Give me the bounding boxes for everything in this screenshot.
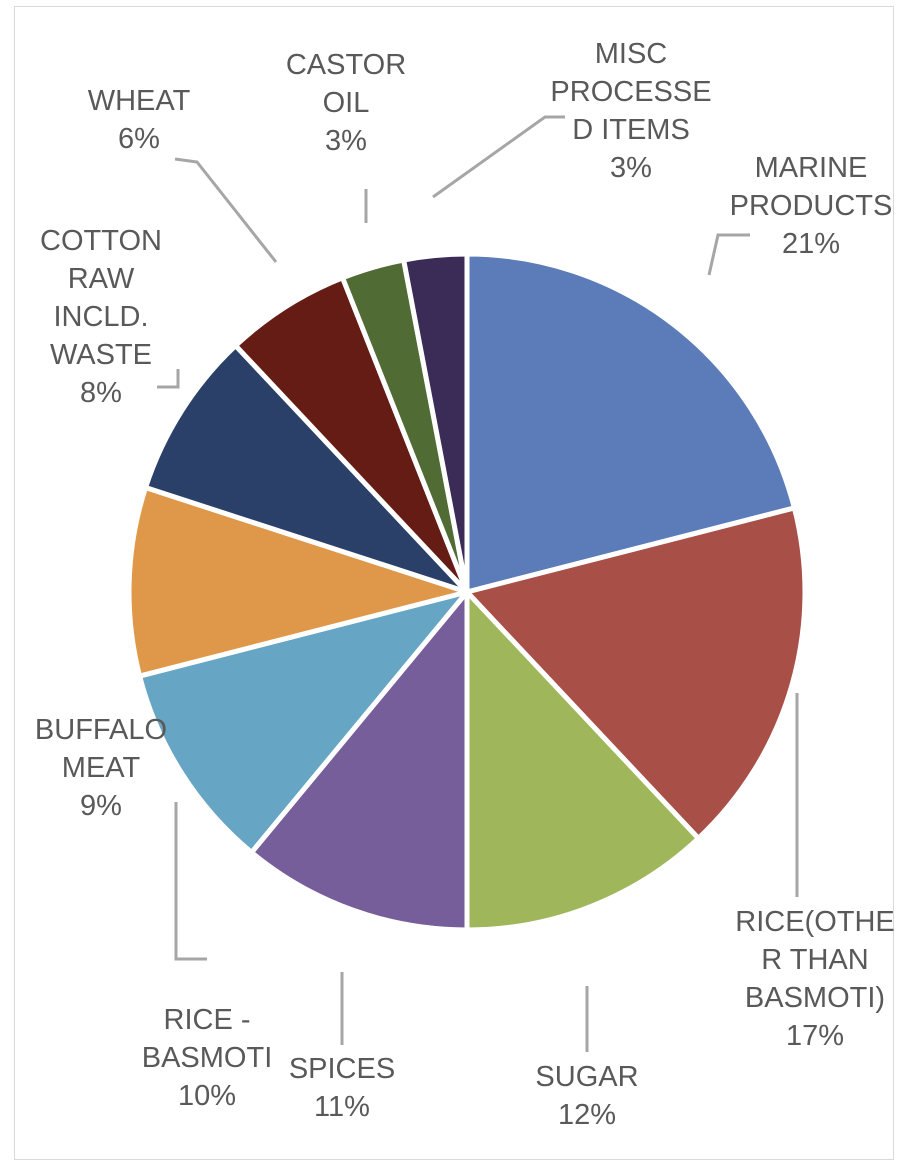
data-label-rice-basmoti: RICE - BASMOTI 10% [142, 1004, 273, 1112]
data-label-line: PRODUCTS [730, 190, 893, 222]
data-label-buffalo-meat: BUFFALO MEAT 9% [35, 714, 167, 822]
leader-line-marine-products [707, 233, 750, 276]
data-label-value: 11% [314, 1091, 370, 1123]
data-label-line: CASTOR [286, 49, 406, 81]
data-label-value: 6% [118, 123, 160, 155]
data-label-line: INCLD. [53, 301, 148, 333]
pie-slice-misc-processe-d-items [401, 251, 470, 595]
data-label-rice-othe-r-than-basmoti: RICE(OTHE R THAN BASMOTI) 17% [735, 906, 895, 1052]
data-label-line: OIL [323, 87, 370, 119]
leader-line-rice-basmoti [174, 802, 207, 961]
pie-chart: MARINE PRODUCTS 21% RICE(OTHE R THAN BASMOTI)… [35, 38, 895, 1131]
leader-line-misc-processe-d-items [432, 115, 565, 199]
data-label-line: RICE(OTHE [735, 906, 895, 938]
data-label-sugar: SUGAR 12% [535, 1061, 638, 1131]
data-label-line: RAW [68, 263, 135, 295]
data-label-value: 12% [558, 1099, 616, 1131]
data-label-line: SPICES [289, 1053, 395, 1085]
data-label-line: BUFFALO [35, 714, 167, 746]
pie-slice-marine-products [464, 251, 797, 595]
chart-frame: MARINE PRODUCTS 21% RICE(OTHE R THAN BASMOTI)… [14, 6, 895, 1160]
data-label-line: MEAT [62, 752, 141, 784]
data-label-cotton-raw-incld-waste: COTTON RAW INCLD. WASTE 8% [40, 225, 162, 409]
data-label-spices: SPICES 11% [289, 1053, 395, 1123]
data-label-value: 21% [782, 228, 840, 260]
data-label-value: 8% [80, 377, 122, 409]
data-label-value: 3% [610, 152, 652, 184]
data-label-value: 17% [786, 1020, 844, 1052]
data-label-line: SUGAR [535, 1061, 638, 1093]
data-label-line: COTTON [40, 225, 162, 257]
leader-line-cotton-raw-incld-waste [157, 369, 180, 389]
data-label-value: 3% [325, 125, 367, 157]
pie-slice-cotton-raw-incld-waste [143, 343, 470, 595]
data-label-wheat: WHEAT 6% [88, 85, 191, 155]
data-label-line: D ITEMS [572, 114, 690, 146]
pie-slice-sugar [464, 589, 701, 933]
data-label-line: WASTE [50, 339, 152, 371]
data-label-line: WHEAT [88, 85, 191, 117]
data-label-line: BASMOTI) [745, 982, 885, 1014]
data-labels: MARINE PRODUCTS 21% RICE(OTHE R THAN BASMOTI)… [35, 38, 895, 1131]
data-label-line: BASMOTI [142, 1042, 273, 1074]
pie-slice-buffalo-meat [126, 485, 470, 679]
pie-slices [126, 251, 808, 933]
data-label-castor-oil: CASTOR OIL 3% [286, 49, 406, 157]
data-label-value: 9% [80, 790, 122, 822]
leader-lines [157, 115, 799, 1052]
data-label-line: MISC [595, 38, 668, 70]
data-label-value: 10% [178, 1080, 236, 1112]
data-label-line: PROCESSE [550, 76, 711, 108]
data-label-misc-processe-d-items: MISC PROCESSE D ITEMS 3% [550, 38, 711, 184]
pie-slice-spices [249, 589, 470, 933]
data-label-marine-products: MARINE PRODUCTS 21% [730, 152, 893, 260]
data-label-line: R THAN [761, 944, 868, 976]
pie-slice-rice-othe-r-than-basmoti [464, 505, 808, 841]
leader-line-wheat [174, 157, 278, 263]
data-label-line: RICE - [164, 1004, 251, 1036]
data-label-line: MARINE [755, 152, 868, 184]
